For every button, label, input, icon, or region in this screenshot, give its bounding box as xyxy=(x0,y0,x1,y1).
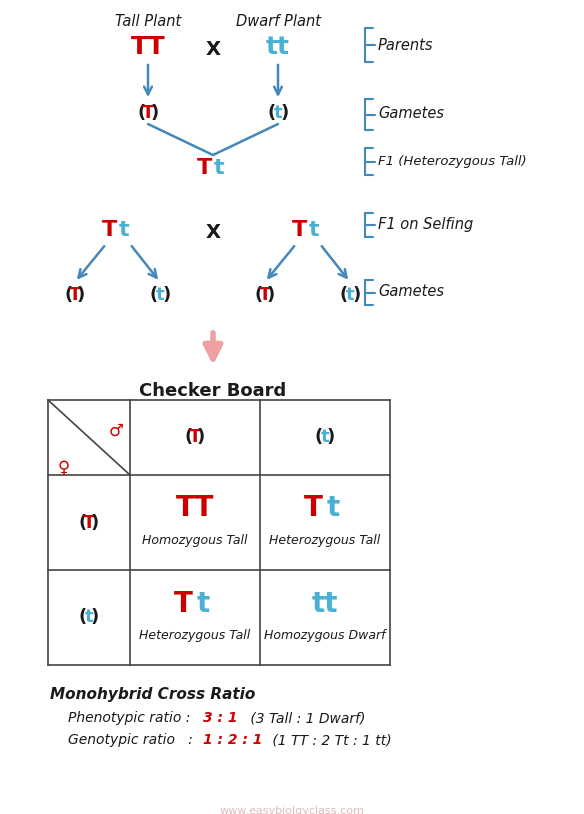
Text: t: t xyxy=(321,428,329,447)
Text: t: t xyxy=(197,589,210,618)
Text: T: T xyxy=(259,286,271,304)
Text: Genotypic ratio   :: Genotypic ratio : xyxy=(68,733,197,747)
Text: t: t xyxy=(327,494,340,523)
Text: 3 : 1: 3 : 1 xyxy=(203,711,238,725)
Text: (1 TT : 2 Tt : 1 tt): (1 TT : 2 Tt : 1 tt) xyxy=(268,733,392,747)
Text: T: T xyxy=(102,220,117,240)
Text: t: t xyxy=(309,220,319,240)
Text: T: T xyxy=(83,514,95,532)
Text: Dwarf Plant: Dwarf Plant xyxy=(235,14,321,29)
Text: Gametes: Gametes xyxy=(378,107,444,121)
Text: t: t xyxy=(119,220,130,240)
Text: (: ( xyxy=(340,286,348,304)
Text: (: ( xyxy=(138,104,146,122)
Text: ): ) xyxy=(162,286,171,304)
Text: (: ( xyxy=(79,514,87,532)
Text: ): ) xyxy=(280,104,288,122)
Text: Gametes: Gametes xyxy=(378,285,444,300)
Text: T: T xyxy=(142,104,154,122)
Text: tt: tt xyxy=(266,35,290,59)
Text: T: T xyxy=(189,428,201,447)
Text: (: ( xyxy=(255,286,263,304)
Text: ): ) xyxy=(197,428,205,447)
Text: Heterozygous Tall: Heterozygous Tall xyxy=(269,534,381,547)
Text: Checker Board: Checker Board xyxy=(140,382,287,400)
Text: Parents: Parents xyxy=(378,37,433,52)
Text: T: T xyxy=(174,589,193,618)
Text: ): ) xyxy=(91,609,99,627)
Text: ): ) xyxy=(352,286,360,304)
Text: ): ) xyxy=(150,104,158,122)
Text: TT: TT xyxy=(131,35,165,59)
Text: t: t xyxy=(156,286,164,304)
Text: ): ) xyxy=(77,286,85,304)
Text: T: T xyxy=(304,494,323,523)
Text: F1 on Selfing: F1 on Selfing xyxy=(378,217,473,233)
Text: X: X xyxy=(206,40,221,59)
Text: t: t xyxy=(346,286,354,304)
Text: T: T xyxy=(197,158,212,178)
Text: tt: tt xyxy=(312,589,338,618)
Text: F1 (Heterozygous Tall): F1 (Heterozygous Tall) xyxy=(378,155,527,168)
Text: ): ) xyxy=(91,514,99,532)
Text: www.easybiolgyclass.com: www.easybiolgyclass.com xyxy=(220,806,364,814)
Text: t: t xyxy=(274,104,282,122)
Text: TT: TT xyxy=(176,494,214,523)
Text: ♀: ♀ xyxy=(58,459,70,477)
Text: (: ( xyxy=(150,286,158,304)
Text: T: T xyxy=(292,220,307,240)
Text: Homozygous Dwarf: Homozygous Dwarf xyxy=(264,629,386,642)
Text: t: t xyxy=(214,158,225,178)
Text: Homozygous Tall: Homozygous Tall xyxy=(142,534,248,547)
Text: Tall Plant: Tall Plant xyxy=(115,14,181,29)
Text: (: ( xyxy=(315,428,323,447)
Text: (3 Tall : 1 Dwarf): (3 Tall : 1 Dwarf) xyxy=(246,711,366,725)
Text: X: X xyxy=(206,223,221,242)
Text: T: T xyxy=(69,286,81,304)
Text: ): ) xyxy=(327,428,335,447)
Text: ): ) xyxy=(267,286,275,304)
Text: Phenotypic ratio :: Phenotypic ratio : xyxy=(68,711,194,725)
Text: 1 : 2 : 1: 1 : 2 : 1 xyxy=(203,733,262,747)
Text: (: ( xyxy=(65,286,73,304)
Text: (: ( xyxy=(267,104,276,122)
Text: Heterozygous Tall: Heterozygous Tall xyxy=(140,629,251,642)
Text: Monohybrid Cross Ratio: Monohybrid Cross Ratio xyxy=(50,687,255,702)
Text: (: ( xyxy=(79,609,87,627)
Text: t: t xyxy=(85,609,93,627)
Text: ♂: ♂ xyxy=(109,422,123,440)
Text: (: ( xyxy=(185,428,193,447)
